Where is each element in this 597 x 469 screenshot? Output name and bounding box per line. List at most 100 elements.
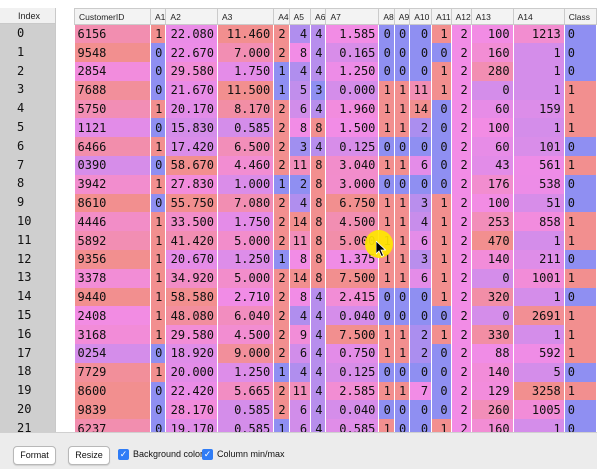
cell-a14[interactable]: 211 (513, 250, 565, 269)
table-row[interactable]: 9839 0 28.170 0.585 2 6 4 0.040 0 0 0 0 2 260 1005 0 (74, 400, 597, 420)
cell-a12[interactable]: 2 (451, 80, 472, 100)
resize-button[interactable]: Resize (68, 446, 110, 465)
cell-customerid[interactable]: 5750 (74, 99, 151, 119)
table-row[interactable]: 0254 0 18.920 9.000 2 6 4 0.750 1 1 2 0 2 88 592 1 (74, 344, 597, 363)
cell-a14[interactable]: 1 (513, 80, 565, 100)
cell-a10[interactable]: 0 (409, 62, 433, 81)
cell-class[interactable]: 0 (564, 24, 597, 44)
cell-a10[interactable]: 2 (409, 118, 433, 138)
table-row[interactable]: 1121 0 15.830 0.585 2 8 8 1.500 1 1 2 0 2 100 1 1 (74, 118, 597, 138)
cell-a8[interactable]: 0 (378, 43, 395, 63)
cell-a1[interactable]: 1 (150, 268, 167, 288)
cell-a4[interactable]: 1 (273, 362, 290, 382)
cell-a4[interactable]: 2 (273, 156, 290, 175)
cell-a11[interactable]: 0 (431, 156, 452, 175)
cell-a12[interactable]: 2 (451, 268, 472, 288)
cell-a7[interactable]: 2.585 (325, 381, 380, 401)
cell-a5[interactable]: 6 (289, 400, 312, 420)
cell-a9[interactable]: 0 (394, 287, 411, 307)
cell-a7[interactable]: 0.000 (325, 80, 380, 100)
cell-a13[interactable]: 160 (471, 419, 514, 432)
cell-a14[interactable]: 1 (513, 62, 565, 81)
cell-a5[interactable]: 14 (289, 268, 312, 288)
cell-a8[interactable]: 1 (378, 156, 395, 175)
cell-a14[interactable]: 3258 (513, 381, 565, 401)
cell-a4[interactable]: 2 (273, 325, 290, 345)
cell-a14[interactable]: 561 (513, 156, 565, 175)
cell-a12[interactable]: 2 (451, 24, 472, 44)
cell-a4[interactable]: 2 (273, 400, 290, 420)
cell-a4[interactable]: 2 (273, 212, 290, 232)
row-index[interactable]: 5 (0, 117, 56, 137)
cell-class[interactable]: 0 (564, 43, 597, 63)
cell-class[interactable]: 1 (564, 325, 597, 345)
cell-a14[interactable]: 1001 (513, 268, 565, 288)
cell-a10[interactable]: 7 (409, 381, 433, 401)
cell-a6[interactable]: 8 (310, 193, 327, 213)
cell-a11[interactable]: 0 (431, 362, 452, 382)
cell-a2[interactable]: 20.000 (165, 362, 219, 382)
cell-a10[interactable]: 6 (409, 231, 433, 251)
cell-a3[interactable]: 1.000 (217, 174, 275, 194)
cell-a14[interactable]: 1005 (513, 400, 565, 420)
row-index[interactable]: 19 (0, 381, 56, 400)
column-header-a13[interactable]: A13 (470, 8, 514, 25)
cell-a3[interactable]: 4.460 (217, 156, 275, 175)
cell-a2[interactable]: 20.170 (165, 99, 219, 119)
cell-a7[interactable]: 0.585 (325, 419, 380, 432)
row-index[interactable]: 8 (0, 174, 56, 194)
cell-a12[interactable]: 2 (451, 193, 472, 213)
cell-a1[interactable]: 1 (150, 250, 167, 269)
row-index[interactable]: 14 (0, 287, 56, 306)
cell-class[interactable]: 0 (564, 400, 597, 420)
cell-a14[interactable]: 101 (513, 137, 565, 157)
cell-class[interactable]: 0 (564, 62, 597, 81)
cell-a6[interactable]: 8 (310, 156, 327, 175)
cell-a3[interactable]: 5.665 (217, 381, 275, 401)
cell-a5[interactable]: 8 (289, 43, 312, 63)
cell-a9[interactable]: 1 (394, 344, 411, 363)
cell-a9[interactable]: 1 (394, 118, 411, 138)
cell-a13[interactable]: 160 (471, 43, 514, 63)
cell-a13[interactable]: 140 (471, 250, 514, 269)
cell-a1[interactable]: 0 (150, 381, 167, 401)
cell-a3[interactable]: 8.170 (217, 99, 275, 119)
cell-a13[interactable]: 0 (471, 306, 514, 326)
cell-a1[interactable]: 0 (150, 193, 167, 213)
cell-a5[interactable]: 11 (289, 381, 312, 401)
cell-a3[interactable]: 0.585 (217, 118, 275, 138)
row-index[interactable]: 6 (0, 136, 56, 156)
cell-a7[interactable]: 2.415 (325, 287, 380, 307)
cell-customerid[interactable]: 0390 (74, 156, 151, 175)
cell-a1[interactable]: 0 (150, 419, 167, 432)
cell-customerid[interactable]: 3168 (74, 325, 151, 345)
index-header[interactable]: Index (0, 8, 56, 24)
cell-class[interactable]: 1 (564, 212, 597, 232)
cell-a14[interactable]: 159 (513, 99, 565, 119)
cell-a12[interactable]: 2 (451, 419, 472, 432)
cell-a3[interactable]: 6.040 (217, 306, 275, 326)
column-header-a1[interactable]: A1 (149, 8, 167, 25)
cell-customerid[interactable]: 6156 (74, 24, 151, 44)
cell-customerid[interactable]: 7729 (74, 362, 151, 382)
cell-customerid[interactable]: 8610 (74, 193, 151, 213)
row-index[interactable]: 21 (0, 418, 56, 432)
cell-a13[interactable]: 60 (471, 137, 514, 157)
cell-a10[interactable]: 0 (409, 43, 433, 63)
cell-a10[interactable]: 0 (409, 400, 433, 420)
cell-a6[interactable]: 8 (310, 174, 327, 194)
cell-a5[interactable]: 8 (289, 118, 312, 138)
cell-class[interactable]: 0 (564, 193, 597, 213)
cell-a5[interactable]: 14 (289, 212, 312, 232)
cell-a13[interactable]: 100 (471, 193, 514, 213)
cell-a12[interactable]: 2 (451, 137, 472, 157)
cell-a2[interactable]: 22.080 (165, 24, 219, 44)
cell-a1[interactable]: 1 (150, 24, 167, 44)
cell-a4[interactable]: 1 (273, 174, 290, 194)
cell-a1[interactable]: 1 (150, 174, 167, 194)
cell-a2[interactable]: 33.500 (165, 212, 219, 232)
cell-a12[interactable]: 2 (451, 381, 472, 401)
table-row[interactable]: 6156 1 22.080 11.460 2 4 4 1.585 0 0 0 1 2 100 1213 0 (74, 24, 597, 44)
cell-a3[interactable]: 2.710 (217, 287, 275, 307)
cell-a10[interactable]: 3 (409, 250, 433, 269)
